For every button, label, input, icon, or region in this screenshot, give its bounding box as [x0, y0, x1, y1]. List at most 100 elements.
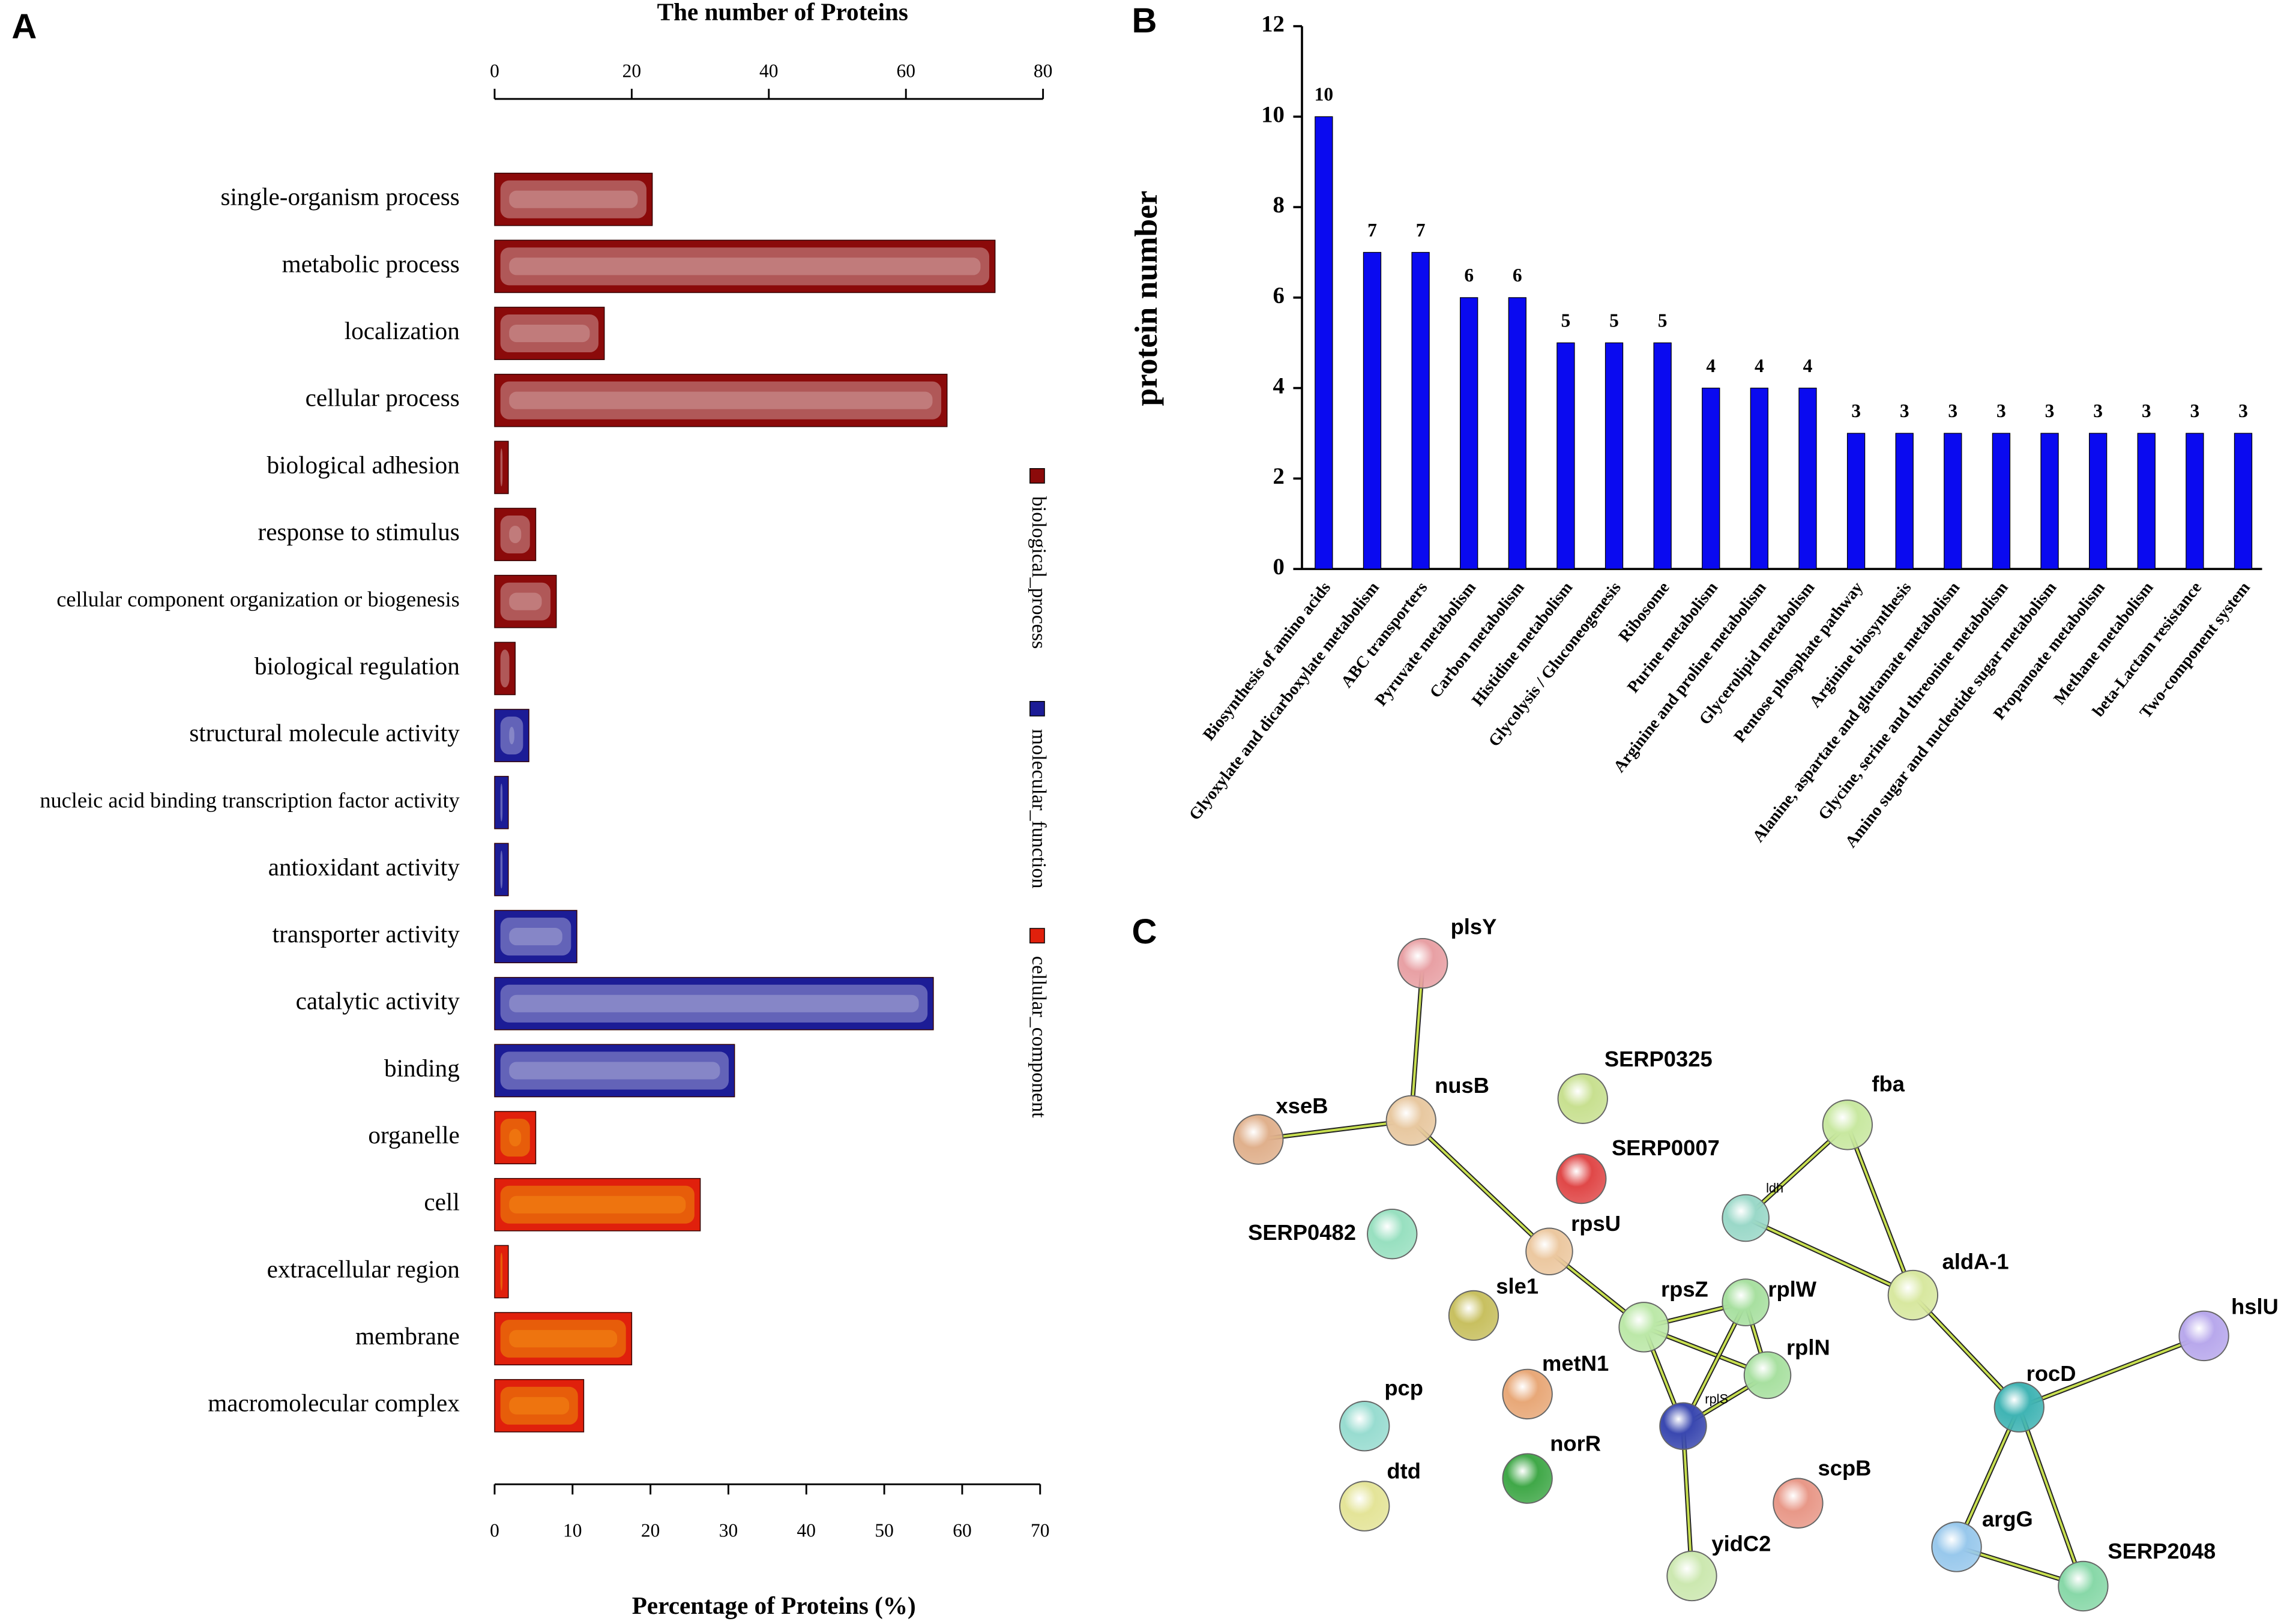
- y-tick-label: macromolecular complex: [208, 1389, 460, 1417]
- bar-highlight: [500, 783, 503, 822]
- network-node: [1557, 1073, 1608, 1124]
- legend-swatch: [1029, 700, 1045, 717]
- bar: [1846, 433, 1866, 570]
- bar: [1460, 297, 1478, 570]
- data-label: 6: [1513, 265, 1522, 286]
- bar-highlight: [509, 727, 514, 745]
- bar: [2089, 433, 2108, 570]
- bar-highlight: [500, 448, 503, 487]
- x-tick-label: Purine metabolism: [1624, 579, 1722, 697]
- bar: [1411, 251, 1430, 570]
- bar: [2234, 433, 2253, 570]
- node-label: argG: [1982, 1506, 2033, 1531]
- data-label: 7: [1416, 220, 1426, 241]
- data-label: 3: [2093, 400, 2103, 421]
- bar-highlight: [509, 257, 981, 275]
- bar: [1315, 116, 1333, 570]
- node-label: rocD: [2026, 1361, 2076, 1386]
- network-node: [1502, 1368, 1553, 1420]
- bar: [2040, 433, 2059, 570]
- node-label: nusB: [1435, 1073, 1489, 1098]
- x-tick-label: 60: [896, 60, 915, 81]
- bar: [1750, 387, 1769, 570]
- bar-highlight: [509, 994, 919, 1012]
- network-node: [1887, 1269, 1939, 1321]
- data-label: 6: [1464, 265, 1474, 286]
- y-tick-label: biological adhesion: [267, 451, 459, 478]
- x2-tick-label: 70: [1031, 1520, 1049, 1541]
- panel-label: C: [1131, 912, 1157, 951]
- y-tick-label: structural molecule activity: [189, 719, 460, 747]
- x2-tick-label: 60: [953, 1520, 971, 1541]
- bar-highlight: [509, 592, 542, 610]
- data-label: 10: [1315, 84, 1333, 105]
- bar: [1556, 342, 1575, 570]
- network-node: [1993, 1382, 2044, 1433]
- x-tick-label: 40: [759, 60, 778, 81]
- bar: [1702, 387, 1720, 570]
- bar-highlight: [500, 1253, 503, 1291]
- x-tick-label: ABC transporters: [1337, 579, 1431, 691]
- bar: [1508, 297, 1526, 570]
- bar: [1605, 342, 1624, 570]
- bar: [1653, 342, 1672, 570]
- y-tick-label: single-organism process: [220, 183, 459, 211]
- y-tick-label: 6: [1273, 283, 1285, 308]
- network-edge-inner: [1745, 1216, 1914, 1296]
- bar-highlight: [509, 526, 522, 544]
- legend-label: molecular_function: [1028, 729, 1050, 889]
- node-label: hslU: [2231, 1294, 2279, 1319]
- node-label: rpsZ: [1661, 1277, 1708, 1301]
- bar-highlight: [509, 190, 638, 208]
- y-tick-label: binding: [384, 1054, 460, 1081]
- y-tick-label: cellular process: [306, 384, 460, 412]
- legend-label: biological_process: [1028, 496, 1050, 649]
- bar: [2137, 433, 2156, 570]
- node-label: plsY: [1451, 915, 1497, 939]
- x2-tick-label: 10: [563, 1520, 582, 1541]
- network-node: [1659, 1402, 1707, 1451]
- network-node: [1525, 1227, 1573, 1276]
- x-axis-title: The number of Proteins: [657, 0, 908, 26]
- x2-tick-label: 30: [719, 1520, 738, 1541]
- network-node: [1448, 1290, 1499, 1341]
- data-label: 3: [2045, 400, 2055, 421]
- data-label: 4: [1803, 355, 1813, 376]
- network-node: [1722, 1194, 1770, 1242]
- bar-highlight: [500, 850, 503, 889]
- y-tick-label: cellular component organization or bioge…: [56, 588, 460, 612]
- node-label: ldh: [1766, 1180, 1783, 1195]
- y-tick-label: 0: [1273, 554, 1285, 580]
- node-label: SERP0007: [1612, 1135, 1720, 1160]
- y-tick-label: organelle: [368, 1121, 459, 1149]
- data-label: 7: [1367, 220, 1377, 241]
- data-label: 3: [2142, 400, 2151, 421]
- network-node: [1233, 1114, 1284, 1165]
- node-label: yidC2: [1711, 1532, 1771, 1556]
- data-label: 5: [1658, 310, 1668, 331]
- legend-swatch: [1029, 468, 1045, 484]
- node-label: rpsU: [1571, 1211, 1621, 1236]
- y-tick-label: catalytic activity: [296, 987, 460, 1015]
- bar: [1992, 433, 2011, 570]
- network-node: [1931, 1521, 1982, 1572]
- x-tick-label: 0: [490, 60, 499, 81]
- network-node: [1367, 1208, 1418, 1260]
- data-label: 3: [1851, 400, 1861, 421]
- bar-highlight: [509, 928, 562, 946]
- x2-tick-label: 50: [875, 1520, 893, 1541]
- y-tick-label: metabolic process: [282, 250, 460, 277]
- bar: [1944, 433, 1962, 570]
- y-tick-label: biological regulation: [255, 652, 460, 679]
- x2-tick-label: 20: [641, 1520, 660, 1541]
- bar-highlight: [509, 1330, 618, 1348]
- node-label: metN1: [1542, 1351, 1609, 1376]
- network-node: [1722, 1278, 1770, 1326]
- network-node: [1502, 1453, 1553, 1504]
- node-label: rplS: [1705, 1391, 1728, 1406]
- network-node: [1339, 1481, 1390, 1532]
- node-label: rplW: [1768, 1277, 1816, 1301]
- y-tick-label: 2: [1273, 463, 1285, 489]
- network-edge-inner: [2017, 1407, 2085, 1587]
